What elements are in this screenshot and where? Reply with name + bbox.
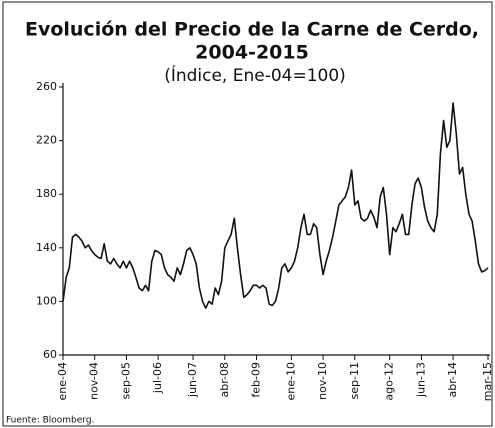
x-tick-label: nov-10 <box>316 362 329 400</box>
x-tick-label: sep-11 <box>348 362 361 399</box>
chart-title: Evolución del Precio de la Carne de Cerd… <box>25 19 479 41</box>
y-tick-label: 60 <box>43 348 57 361</box>
chart-title: 2004-2015 <box>195 42 309 64</box>
x-tick-label: ago-12 <box>383 362 396 401</box>
x-tick-label: jul-06 <box>151 362 164 394</box>
source: Fuente: Bloomberg. <box>6 416 94 426</box>
line-series <box>62 102 489 309</box>
y-tick-label: 220 <box>36 134 57 147</box>
x-tick-label: nov-04 <box>88 362 101 400</box>
y-tick-label: 180 <box>36 187 57 200</box>
y-tick-label: 100 <box>36 294 57 307</box>
x-tick-label: sep-05 <box>119 362 132 399</box>
x-tick-label: feb-09 <box>249 362 262 398</box>
x-tick-label: jun-13 <box>414 362 427 398</box>
x-tick-label: mar-15 <box>481 362 494 401</box>
chart-subtitle: (Índice, Ene-04=100) <box>164 64 346 86</box>
x-tick-label: abr-14 <box>446 362 459 398</box>
y-tick-label: 140 <box>36 241 57 254</box>
y-tick-label: 260 <box>36 80 57 93</box>
x-tick-label: jun-07 <box>186 362 199 398</box>
x-tick-label: ene-04 <box>56 362 69 400</box>
x-tick-label: abr-08 <box>218 362 231 398</box>
x-tick-label: ene-10 <box>284 362 297 400</box>
